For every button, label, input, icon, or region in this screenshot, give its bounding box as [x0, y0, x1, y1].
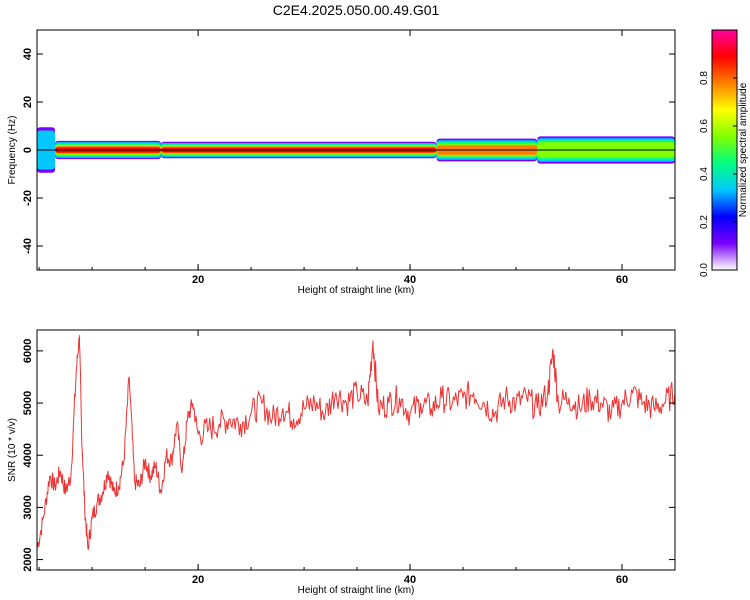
y-tick-label: 0	[22, 147, 34, 153]
y-tick-label: 2000	[22, 547, 34, 571]
snr-y-label: SNR (10 * v/v)	[7, 418, 18, 482]
x-tick-label: 20	[192, 574, 204, 586]
colorbar-gradient	[711, 29, 738, 271]
y-tick-label: 6000	[22, 339, 34, 363]
y-tick-label: 20	[22, 96, 34, 108]
y-tick-label: 3000	[22, 495, 34, 519]
chart-title: C2E4.2025.050.00.49.G01	[273, 2, 440, 18]
y-tick-label: -40	[22, 238, 34, 254]
colorbar: 0.0 0.2 0.4 0.6 0.8 Normalized spectral ampl…	[699, 29, 749, 277]
spectrogram-heatmap	[37, 127, 675, 173]
colorbar-tick-label: 0.8	[699, 71, 710, 85]
snr-x-label: Height of straight line (km)	[298, 585, 415, 596]
colorbar-tick-label: 0.6	[699, 119, 710, 133]
y-tick-label: 4000	[22, 443, 34, 467]
x-tick-label: 40	[404, 574, 416, 586]
spectrogram-y-label: Frequency (Hz)	[7, 116, 18, 185]
y-tick-label: 5000	[22, 391, 34, 415]
x-tick-label: 60	[616, 274, 628, 286]
colorbar-tick-label: 0.2	[699, 215, 710, 229]
x-tick-label: 40	[404, 274, 416, 286]
spectrogram-x-label: Height of straight line (km)	[298, 285, 415, 296]
y-tick-label: -20	[22, 190, 34, 206]
colorbar-tick-label: 0.0	[699, 263, 710, 277]
colorbar-tick-label: 0.4	[699, 167, 710, 181]
x-tick-label: 20	[192, 274, 204, 286]
spectrogram-panel: 20 40 60 40 20 0 -20 -40 Height of straight lin…	[7, 29, 676, 296]
y-tick-label: 40	[22, 48, 34, 60]
x-tick-label: 60	[616, 574, 628, 586]
snr-panel: 20 40 60 2000 3000 4000 5000 6000 Height of str…	[7, 329, 676, 596]
snr-frame	[36, 329, 676, 571]
snr-series-line	[37, 335, 675, 550]
colorbar-label: Normalized spectral amplitude	[738, 82, 749, 217]
